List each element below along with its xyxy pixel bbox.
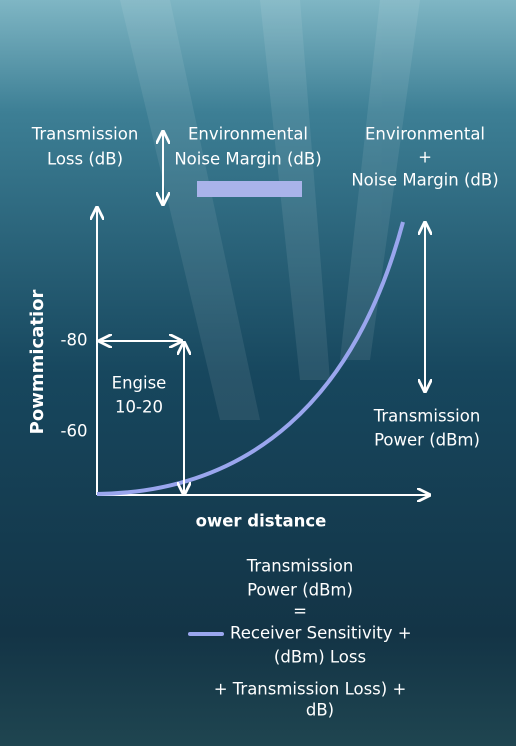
formula-text: Receiver Sensitivity + (230, 624, 412, 643)
label: Power (dBm) (374, 431, 480, 450)
label: Transmission (373, 407, 481, 426)
label: Noise Margin (dB) (174, 150, 321, 169)
label: Environmental (188, 125, 308, 144)
label: 10-20 (115, 398, 163, 417)
label: Engise (112, 374, 167, 393)
formula-text: (dBm) Loss (274, 648, 366, 667)
formula-text: dB) (306, 701, 334, 720)
label: Environmental (365, 125, 485, 144)
formula-text: Power (dBm) (247, 581, 353, 600)
label: + (418, 148, 432, 167)
label: Loss (dB) (47, 150, 123, 169)
formula-text: + Transmission Loss) + (214, 680, 407, 699)
bar (197, 181, 302, 197)
y-axis-label: Powmmicatior (27, 290, 48, 435)
curve (96, 221, 405, 496)
x-axis-label: ower distance (196, 512, 327, 531)
formula-text: Transmission (246, 557, 354, 576)
formula-text: = (293, 602, 307, 621)
tick-label: -80 (61, 331, 88, 350)
label: Noise Margin (dB) (351, 171, 498, 190)
tick-label: -60 (61, 422, 88, 441)
label: Transmission (31, 125, 139, 144)
